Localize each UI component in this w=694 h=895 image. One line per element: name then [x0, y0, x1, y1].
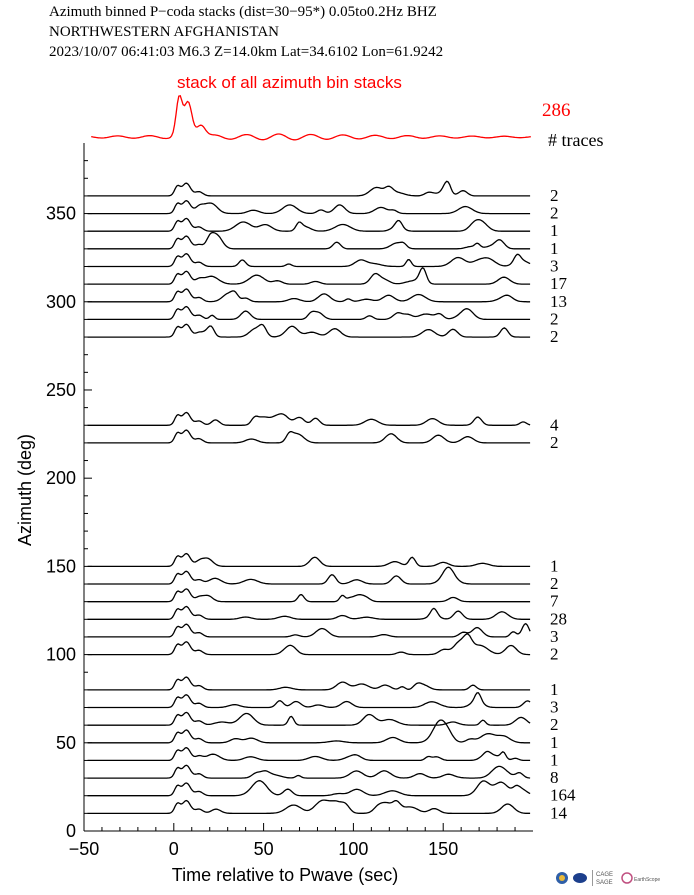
nsf-logo-core	[559, 875, 565, 881]
azimuth-bin-trace	[87, 747, 531, 762]
azimuth-bin-trace	[87, 711, 531, 726]
agency-logo-icon	[573, 873, 587, 883]
bin-trace-count: 1	[550, 221, 559, 240]
bin-trace-count: 7	[550, 592, 559, 611]
azimuth-bin-trace	[87, 200, 531, 215]
trace-group	[87, 180, 531, 815]
total-trace-count: 286	[542, 100, 571, 121]
bin-trace-count: 13	[550, 292, 567, 311]
y-tick-label: 50	[56, 733, 76, 753]
sponsor-logos: CAGE SAGE EarthScope	[556, 870, 660, 886]
earthscope-logo-icon	[621, 872, 633, 884]
bin-trace-count: 2	[550, 204, 559, 223]
bin-trace-count: 14	[550, 803, 568, 822]
y-tick-label: 200	[46, 468, 76, 488]
azimuth-bin-trace	[87, 253, 531, 268]
azimuth-bin-trace	[87, 305, 531, 321]
title-line-2: NORTHWESTERN AFGHANISTAN	[49, 24, 279, 40]
y-tick-label: 0	[66, 821, 76, 841]
bin-trace-count: 3	[550, 698, 559, 717]
azimuth-bin-trace	[87, 719, 531, 744]
x-tick-label: 100	[338, 839, 368, 859]
azimuth-bin-trace	[87, 180, 531, 197]
x-tick-label: 150	[428, 839, 458, 859]
azimuth-bin-trace	[87, 780, 531, 797]
y-tick-label: 300	[46, 292, 76, 312]
bin-trace-count: 2	[550, 433, 559, 452]
title-line-1: Azimuth binned P−coda stacks (dist=30−95…	[49, 4, 437, 20]
bin-trace-count: 2	[550, 327, 559, 346]
bin-trace-count: 1	[550, 680, 559, 699]
azimuth-bin-trace	[87, 764, 531, 779]
azimuth-bin-trace	[87, 588, 531, 603]
y-tick-label: 150	[46, 556, 76, 576]
bin-trace-count: 1	[550, 750, 559, 769]
azimuth-bin-trace	[87, 676, 531, 691]
bin-trace-count: 1	[550, 733, 559, 752]
y-tick-label: 250	[46, 380, 76, 400]
stack-trace	[91, 95, 531, 141]
x-tick-label: −50	[69, 839, 100, 859]
title-line-3: 2023/10/07 06:41:03 M6.3 Z=14.0km Lat=34…	[49, 44, 443, 60]
bin-trace-count: 2	[550, 645, 559, 664]
sage-logo-text: SAGE	[596, 880, 613, 886]
y-tick-label: 100	[46, 645, 76, 665]
azimuth-bin-trace	[87, 692, 531, 709]
azimuth-bin-trace	[87, 633, 531, 656]
bin-trace-count: 8	[550, 768, 559, 787]
azimuth-bin-trace	[87, 566, 531, 585]
logo-divider	[592, 870, 593, 886]
bin-trace-count: 1	[550, 556, 559, 575]
azimuth-bin-trace	[87, 622, 531, 638]
azimuth-bin-trace	[87, 429, 531, 444]
bin-trace-count: 1	[550, 239, 559, 258]
azimuth-bin-trace	[87, 231, 531, 250]
azimuth-bin-trace	[87, 552, 531, 568]
bin-trace-count: 2	[550, 309, 559, 328]
bin-trace-count: 28	[550, 609, 567, 628]
x-tick-label: 50	[254, 839, 274, 859]
stack-title: stack of all azimuth bin stacks	[177, 73, 402, 92]
bin-trace-count: 3	[550, 627, 559, 646]
azimuth-bin-trace	[87, 799, 531, 815]
azimuth-bin-trace	[87, 605, 531, 620]
azimuth-bin-trace	[87, 217, 531, 232]
azimuth-bin-trace	[87, 266, 531, 285]
bin-trace-count: 17	[550, 274, 568, 293]
earthscope-logo-text: EarthScope	[634, 877, 660, 883]
y-axis-label: Azimuth (deg)	[15, 434, 35, 546]
azimuth-bin-trace	[87, 323, 531, 338]
stack-trace-group	[91, 95, 531, 141]
bin-trace-count: 4	[550, 415, 559, 434]
x-axis-label: Time relative to Pwave (sec)	[172, 865, 398, 885]
azimuth-bin-trace	[87, 411, 531, 426]
x-tick-label: 0	[169, 839, 179, 859]
bin-trace-count: 2	[550, 186, 559, 205]
bin-trace-count: 3	[550, 256, 559, 275]
bin-trace-count: 2	[550, 574, 559, 593]
traces-column-label: # traces	[548, 130, 603, 150]
y-tick-label: 350	[46, 204, 76, 224]
azimuth-bin-trace	[87, 288, 531, 303]
bin-trace-count: 164	[550, 786, 576, 805]
bin-trace-count: 2	[550, 715, 559, 734]
cage-logo-text: CAGE	[596, 872, 613, 878]
